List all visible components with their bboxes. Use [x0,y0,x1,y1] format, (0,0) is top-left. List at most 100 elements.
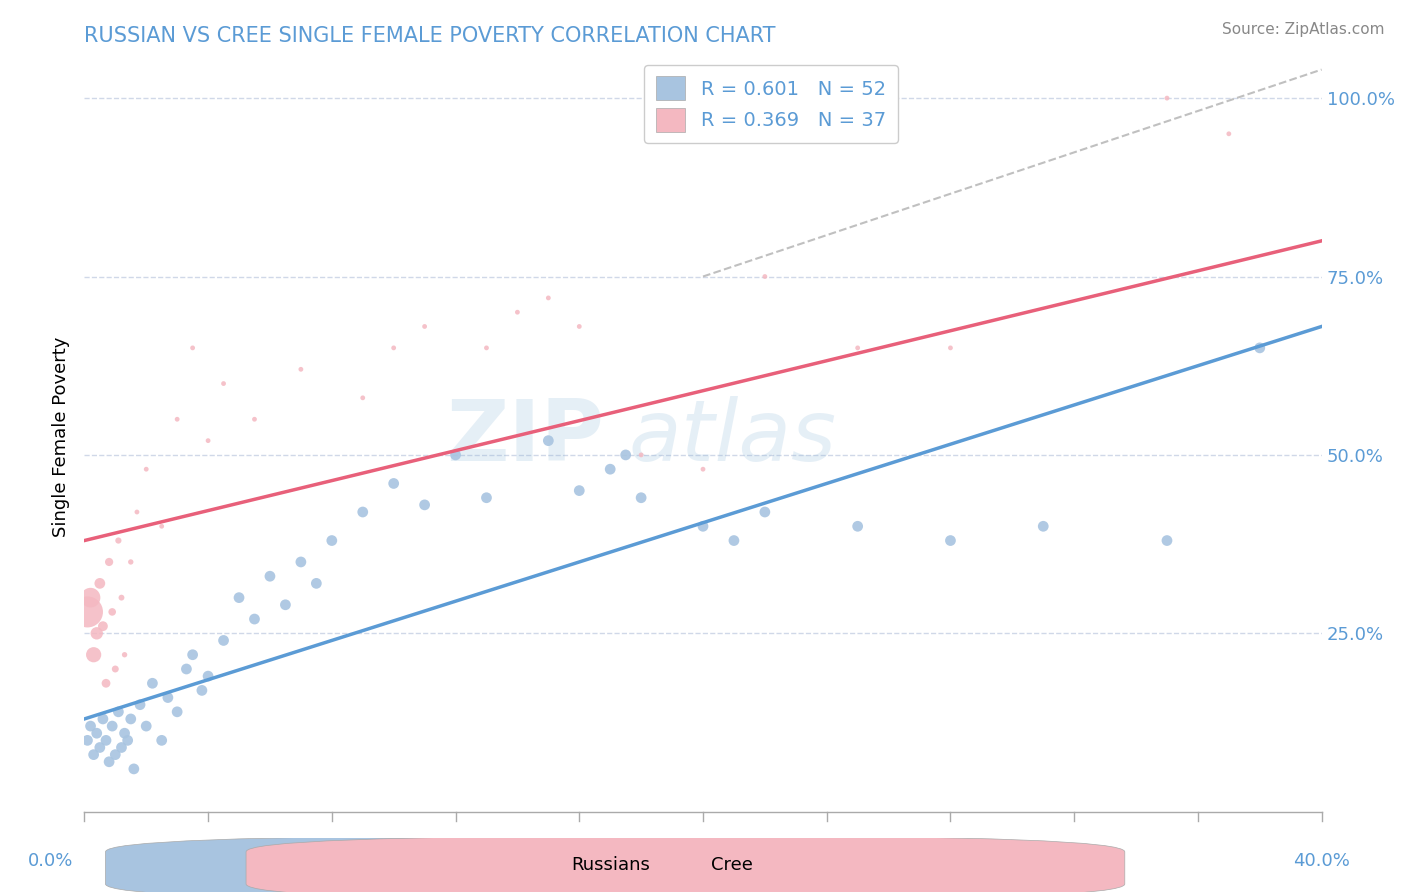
Point [614,448,637,462]
Point [382,476,405,491]
Point [89,740,111,755]
Point [321,533,343,548]
Point [120,712,142,726]
Point [212,633,235,648]
Point [114,648,136,662]
Point [135,462,157,476]
Text: Cree: Cree [711,856,754,874]
Y-axis label: Single Female Poverty: Single Female Poverty [52,337,70,537]
Text: RUSSIAN VS CREE SINGLE FEMALE POVERTY CORRELATION CHART: RUSSIAN VS CREE SINGLE FEMALE POVERTY CO… [84,26,776,45]
Point [754,269,776,284]
Point [129,698,152,712]
Point [197,669,219,683]
Point [150,519,173,533]
Point [107,705,129,719]
Text: Russians: Russians [571,856,650,874]
Point [101,719,124,733]
Point [83,648,105,662]
Point [122,762,145,776]
Point [939,533,962,548]
Text: Source: ZipAtlas.com: Source: ZipAtlas.com [1222,22,1385,37]
Point [290,362,312,376]
Point [1032,519,1054,533]
Point [259,569,281,583]
Point [723,533,745,548]
Point [181,648,204,662]
Point [228,591,250,605]
Point [176,662,198,676]
Point [1156,91,1178,105]
Text: 0.0%: 0.0% [28,852,73,870]
Point [413,319,436,334]
FancyBboxPatch shape [246,836,1125,892]
Point [846,519,869,533]
Legend: R = 0.601   N = 52, R = 0.369   N = 37: R = 0.601 N = 52, R = 0.369 N = 37 [644,64,897,144]
Point [506,305,529,319]
FancyBboxPatch shape [105,836,984,892]
Point [197,434,219,448]
Point [94,676,117,690]
Point [79,591,101,605]
Point [243,612,266,626]
Point [692,462,714,476]
Point [191,683,214,698]
Point [76,605,98,619]
Point [135,719,157,733]
Text: atlas: atlas [628,395,837,479]
Point [352,505,374,519]
Point [98,555,121,569]
Point [156,690,179,705]
Point [413,498,436,512]
Point [537,291,560,305]
Point [939,341,962,355]
Point [104,747,127,762]
Point [382,341,405,355]
Point [141,676,163,690]
Point [692,519,714,533]
Point [243,412,266,426]
Point [599,462,621,476]
Point [79,719,101,733]
Point [76,733,98,747]
Point [274,598,297,612]
Point [166,412,188,426]
Point [110,740,132,755]
Point [91,619,114,633]
Point [444,448,467,462]
Point [120,555,142,569]
Point [166,705,188,719]
Point [86,726,108,740]
Point [150,733,173,747]
Point [117,733,139,747]
Point [352,391,374,405]
Point [568,319,591,334]
Point [91,712,114,726]
Point [101,605,124,619]
Point [754,505,776,519]
Point [1218,127,1240,141]
Point [114,726,136,740]
Point [568,483,591,498]
Point [1249,341,1271,355]
Point [94,733,117,747]
Point [537,434,560,448]
Text: 40.0%: 40.0% [1294,852,1350,870]
Point [125,505,148,519]
Point [98,755,121,769]
Point [181,341,204,355]
Text: ZIP: ZIP [446,395,605,479]
Point [305,576,328,591]
Point [110,591,132,605]
Point [104,662,127,676]
Point [475,491,498,505]
Point [630,448,652,462]
Point [212,376,235,391]
Point [846,341,869,355]
Point [1156,533,1178,548]
Point [89,576,111,591]
Point [290,555,312,569]
Point [630,491,652,505]
Point [86,626,108,640]
Point [107,533,129,548]
Point [475,341,498,355]
